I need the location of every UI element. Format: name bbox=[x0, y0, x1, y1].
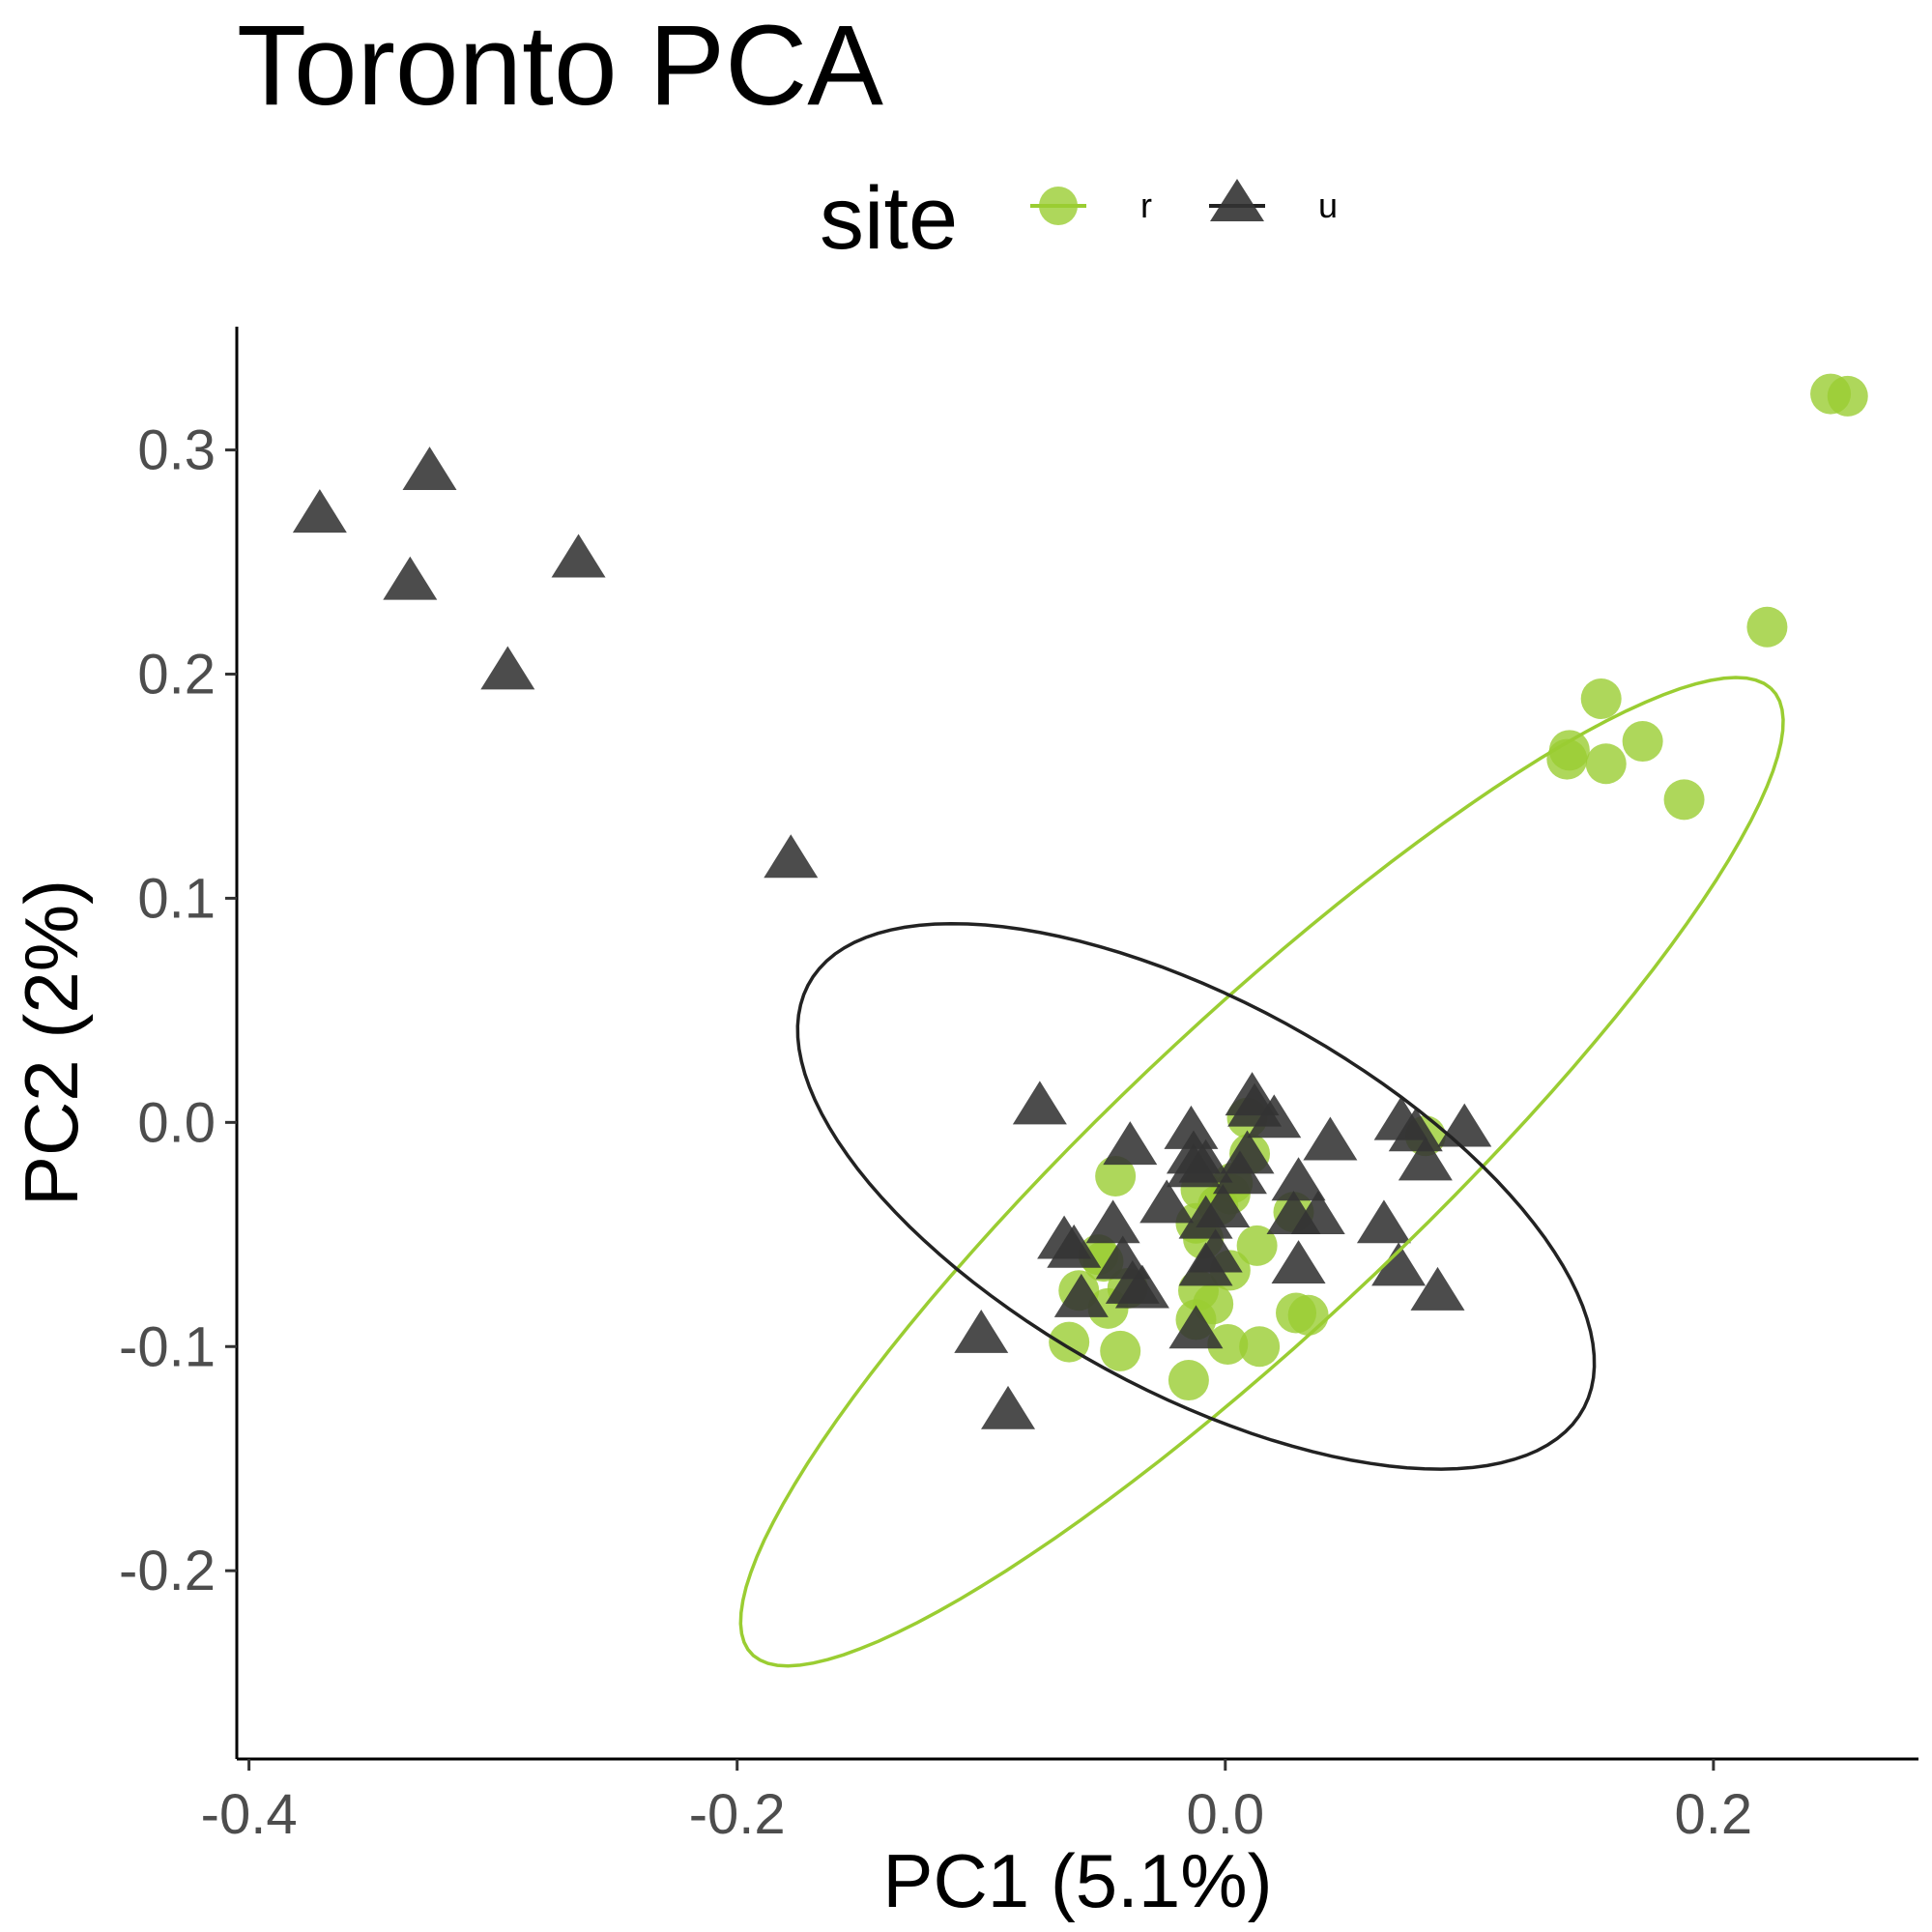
legend-key-u-triangle bbox=[1210, 179, 1264, 221]
point-r bbox=[1622, 721, 1663, 763]
point-u bbox=[1085, 1199, 1140, 1244]
y-axis-label: PC2 (2%) bbox=[9, 879, 94, 1206]
x-axis-ticks: -0.4 -0.2 0.0 0.2 bbox=[201, 1759, 1753, 1846]
point-u bbox=[1012, 1081, 1067, 1125]
y-tick-label: -0.2 bbox=[119, 1540, 216, 1602]
plot-area bbox=[292, 373, 1868, 1668]
point-r bbox=[1168, 1360, 1209, 1401]
point-r bbox=[1095, 1155, 1137, 1197]
x-tick-label: 0.0 bbox=[1186, 1783, 1264, 1846]
y-tick-label: -0.1 bbox=[119, 1315, 216, 1378]
point-u bbox=[1356, 1199, 1411, 1244]
series-r bbox=[1049, 373, 1868, 1401]
point-u bbox=[1247, 1094, 1302, 1139]
chart-title: Toronto PCA bbox=[237, 2, 883, 130]
point-u bbox=[1178, 1242, 1233, 1286]
y-tick-label: 0.3 bbox=[137, 419, 216, 482]
point-u bbox=[1388, 1108, 1443, 1152]
point-r bbox=[1236, 1225, 1278, 1266]
x-axis-label: PC1 (5.1%) bbox=[882, 1838, 1272, 1923]
legend-key-r-circle bbox=[1039, 187, 1078, 225]
point-u bbox=[1271, 1157, 1326, 1201]
point-u bbox=[480, 646, 535, 690]
point-r bbox=[1585, 743, 1627, 785]
y-tick-label: 0.0 bbox=[137, 1091, 216, 1154]
point-r bbox=[1580, 678, 1622, 719]
point-u bbox=[1103, 1121, 1158, 1166]
point-r bbox=[1663, 779, 1705, 821]
ellipse-u bbox=[795, 921, 1597, 1471]
ellipse-r bbox=[738, 676, 1785, 1668]
point-u bbox=[1139, 1179, 1195, 1224]
x-tick-label: -0.2 bbox=[689, 1783, 786, 1846]
point-u bbox=[764, 834, 819, 879]
point-u bbox=[1212, 1150, 1267, 1195]
y-tick-label: 0.2 bbox=[137, 643, 216, 706]
point-r bbox=[1287, 1294, 1329, 1336]
series-u bbox=[292, 447, 1492, 1429]
point-u bbox=[1398, 1137, 1453, 1181]
point-u bbox=[1114, 1264, 1169, 1309]
point-u bbox=[1053, 1273, 1109, 1317]
point-u bbox=[1164, 1105, 1219, 1149]
point-r bbox=[1546, 738, 1588, 780]
legend-label-u: u bbox=[1318, 186, 1338, 225]
point-r bbox=[1100, 1330, 1141, 1371]
point-u bbox=[1437, 1103, 1492, 1147]
point-u bbox=[383, 556, 438, 600]
point-r bbox=[1207, 1323, 1249, 1365]
point-u bbox=[1371, 1242, 1427, 1286]
point-r bbox=[1239, 1326, 1281, 1368]
point-u bbox=[292, 489, 347, 533]
point-u bbox=[1196, 1184, 1251, 1228]
legend-label-r: r bbox=[1140, 186, 1152, 225]
point-u bbox=[1047, 1224, 1102, 1268]
point-u bbox=[1168, 1305, 1224, 1349]
point-r bbox=[1827, 375, 1868, 417]
legend: site r u bbox=[820, 169, 1338, 268]
point-u bbox=[402, 447, 457, 491]
y-axis-ticks: -0.2 -0.1 0.0 0.1 0.2 0.3 bbox=[119, 419, 237, 1602]
x-tick-label: -0.4 bbox=[201, 1783, 298, 1846]
point-u bbox=[1271, 1240, 1326, 1284]
y-tick-label: 0.1 bbox=[137, 867, 216, 930]
x-tick-label: 0.2 bbox=[1675, 1783, 1753, 1846]
point-r bbox=[1746, 606, 1788, 648]
legend-title: site bbox=[820, 169, 958, 268]
point-u bbox=[1410, 1266, 1465, 1311]
point-u bbox=[551, 533, 606, 578]
point-u bbox=[1290, 1191, 1345, 1235]
point-u bbox=[954, 1309, 1009, 1353]
point-u bbox=[1166, 1143, 1221, 1188]
point-u bbox=[1303, 1116, 1358, 1161]
point-u bbox=[981, 1385, 1036, 1429]
